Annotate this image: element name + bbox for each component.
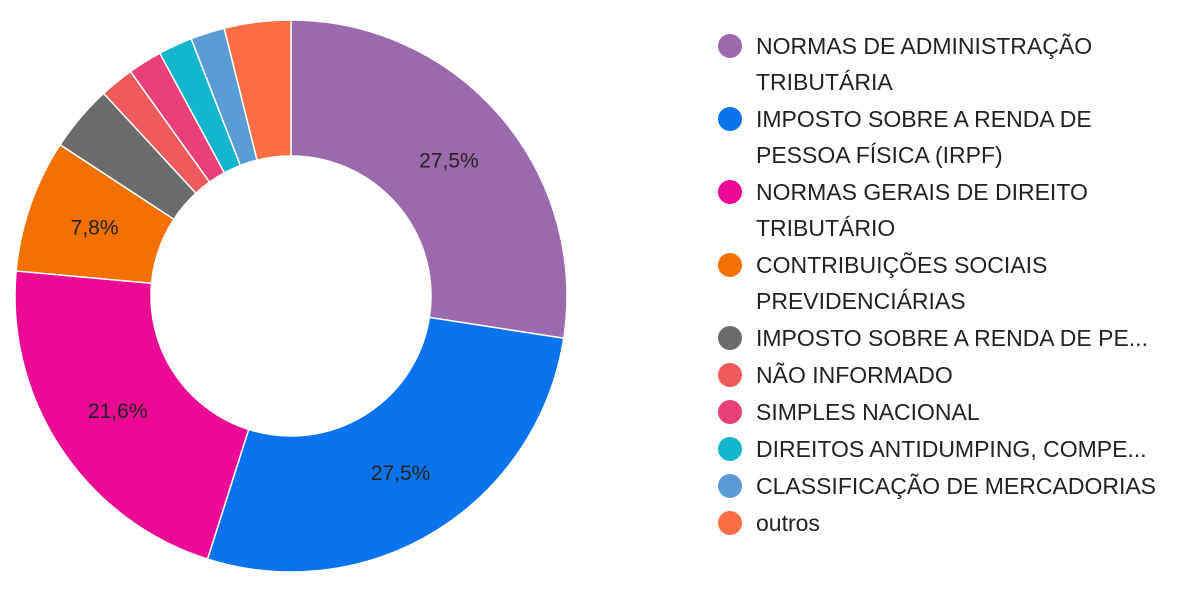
slice-value-label: 7,8% [71, 217, 119, 240]
legend-item: NORMAS DE ADMINISTRAÇÃO TRIBUTÁRIA [718, 28, 1188, 100]
donut-chart: 27,5% 27,5% 21,6% 7,8% [14, 19, 568, 573]
legend-swatch [718, 400, 742, 424]
legend-label: SIMPLES NACIONAL [756, 399, 980, 425]
legend-swatch [718, 326, 742, 350]
legend-item: DIREITOS ANTIDUMPING, COMPE... [718, 431, 1188, 467]
donut-slice [206, 316, 565, 573]
legend-swatch [718, 107, 742, 131]
legend-swatch [718, 34, 742, 58]
donut-slice [14, 270, 250, 561]
legend-label: IMPOSTO SOBRE A RENDA DE PESSOA FÍSICA (… [756, 106, 1092, 168]
legend-item: CONTRIBUIÇÕES SOCIAIS PREVIDENCIÁRIAS [718, 247, 1188, 319]
legend-item: CLASSIFICAÇÃO DE MERCADORIAS [718, 468, 1188, 504]
slice-value-label: 27,5% [419, 150, 479, 173]
legend-swatch [718, 180, 742, 204]
legend-label: CONTRIBUIÇÕES SOCIAIS PREVIDENCIÁRIAS [756, 252, 1048, 314]
slice-value-label: 27,5% [371, 462, 431, 485]
legend-item: SIMPLES NACIONAL [718, 394, 1188, 430]
legend-item: outros [718, 505, 1188, 541]
legend-label: NORMAS GERAIS DE DIREITO TRIBUTÁRIO [756, 179, 1088, 241]
legend-label: outros [756, 510, 820, 536]
legend-item: IMPOSTO SOBRE A RENDA DE PE... [718, 320, 1188, 356]
legend-swatch [718, 437, 742, 461]
legend-label: DIREITOS ANTIDUMPING, COMPE... [756, 436, 1147, 462]
legend-label: NORMAS DE ADMINISTRAÇÃO TRIBUTÁRIA [756, 33, 1093, 95]
legend-item: IMPOSTO SOBRE A RENDA DE PESSOA FÍSICA (… [718, 101, 1188, 173]
donut-slices [14, 19, 568, 573]
donut-slice [290, 19, 568, 340]
legend-label: IMPOSTO SOBRE A RENDA DE PE... [756, 325, 1148, 351]
donut-slice-labels: 27,5% 27,5% 21,6% 7,8% [71, 150, 479, 485]
legend: NORMAS DE ADMINISTRAÇÃO TRIBUTÁRIA IMPOST… [718, 28, 1188, 542]
legend-swatch [718, 474, 742, 498]
legend-label: NÃO INFORMADO [756, 362, 953, 388]
legend-item: NORMAS GERAIS DE DIREITO TRIBUTÁRIO [718, 174, 1188, 246]
legend-swatch [718, 363, 742, 387]
donut-slice [223, 19, 292, 162]
legend-item: NÃO INFORMADO [718, 357, 1188, 393]
legend-label: CLASSIFICAÇÃO DE MERCADORIAS [756, 473, 1157, 499]
slice-value-label: 21,6% [88, 400, 148, 423]
legend-swatch [718, 253, 742, 277]
legend-swatch [718, 511, 742, 535]
